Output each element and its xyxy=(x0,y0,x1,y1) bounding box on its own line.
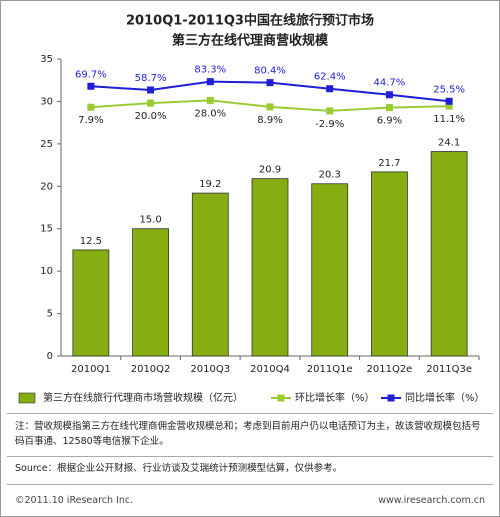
data-label: 6.9% xyxy=(377,116,402,127)
separator xyxy=(7,484,493,485)
data-label: 25.5% xyxy=(433,84,465,95)
legend-swatch xyxy=(277,394,285,402)
marker xyxy=(445,102,453,110)
x-tick-label: 2010Q4 xyxy=(250,364,290,375)
bar xyxy=(251,178,289,357)
bar xyxy=(191,192,229,357)
data-label: 19.2 xyxy=(199,179,221,190)
marker xyxy=(206,78,214,86)
data-label: 62.4% xyxy=(314,72,346,83)
y-tick-label: 10 xyxy=(40,266,53,277)
data-label: 20.0% xyxy=(135,111,167,122)
y-tick-label: 15 xyxy=(40,224,53,235)
data-label: 15.0 xyxy=(139,215,161,226)
note: 注：营收规模指第三方在线代理商佣金营收规模总和；考虑到目前用户仍以电话预订为主，… xyxy=(15,421,481,447)
marker xyxy=(266,79,274,87)
data-label: -2.9% xyxy=(315,119,344,130)
x-tick-label: 2010Q1 xyxy=(71,364,111,375)
x-tick-label: 2011Q3e xyxy=(426,364,472,375)
y-tick-label: 35 xyxy=(40,54,53,65)
footer-right: www.iresearch.com.cn xyxy=(378,495,485,506)
data-label: 69.7% xyxy=(75,69,107,80)
marker xyxy=(147,86,155,94)
y-tick-label: 20 xyxy=(40,181,53,192)
y-tick-label: 30 xyxy=(40,96,53,107)
legend-swatch xyxy=(387,394,395,402)
data-label: 80.4% xyxy=(254,66,286,77)
data-label: 28.0% xyxy=(194,108,226,119)
data-label: 7.9% xyxy=(78,115,103,126)
legend-label: 第三方在线旅行代理商市场营收规模（亿元） xyxy=(43,391,243,404)
bar xyxy=(72,249,110,357)
chart-title: 2010Q1-2011Q3中国在线旅行预订市场 xyxy=(126,13,374,29)
data-label: 8.9% xyxy=(257,115,282,126)
bar xyxy=(430,151,468,357)
x-tick-label: 2011Q1e xyxy=(307,364,353,375)
marker xyxy=(206,96,214,104)
chart-subtitle: 第三方在线代理商营收规模 xyxy=(172,33,329,49)
legend-swatch xyxy=(18,392,36,404)
marker xyxy=(147,99,155,107)
bar xyxy=(311,183,349,357)
marker xyxy=(326,85,334,93)
bar xyxy=(371,171,408,357)
legend-label: 环比增长率（%） xyxy=(295,391,375,404)
data-label: 83.3% xyxy=(194,65,226,76)
data-label: 58.7% xyxy=(135,73,167,84)
marker xyxy=(385,104,393,112)
data-label: 24.1 xyxy=(438,137,460,148)
data-label: 44.7% xyxy=(374,78,406,89)
separator xyxy=(7,413,493,414)
marker xyxy=(87,82,95,90)
marker xyxy=(326,107,334,115)
y-tick-label: 25 xyxy=(40,139,53,150)
chart: 2010Q1-2011Q3中国在线旅行预订市场 第三方在线代理商营收规模 0 5 1… xyxy=(18,13,485,404)
bar xyxy=(132,228,169,357)
marker xyxy=(266,103,274,111)
data-label: 20.3 xyxy=(319,170,341,181)
data-label: 20.9 xyxy=(259,165,281,176)
source: Source：根据企业公开财报、行业访谈及艾瑞统计预测模型估算，仅供参考。 xyxy=(15,463,343,474)
y-tick-label: 5 xyxy=(47,309,53,320)
y-tick-label: 0 xyxy=(47,351,53,362)
marker xyxy=(445,97,453,105)
x-tick-label: 2011Q2e xyxy=(367,364,413,375)
data-label: 12.5 xyxy=(80,236,102,247)
data-label: 11.1% xyxy=(433,114,465,125)
x-tick-label: 2010Q3 xyxy=(190,364,230,375)
marker xyxy=(87,103,95,111)
data-label: 21.7 xyxy=(378,158,400,169)
x-tick-label: 2010Q2 xyxy=(131,364,171,375)
legend-label: 同比增长率（%） xyxy=(405,391,485,404)
marker xyxy=(385,91,393,99)
separator xyxy=(7,456,493,457)
footer-left: ©2011.10 iResearch Inc. xyxy=(15,495,134,506)
